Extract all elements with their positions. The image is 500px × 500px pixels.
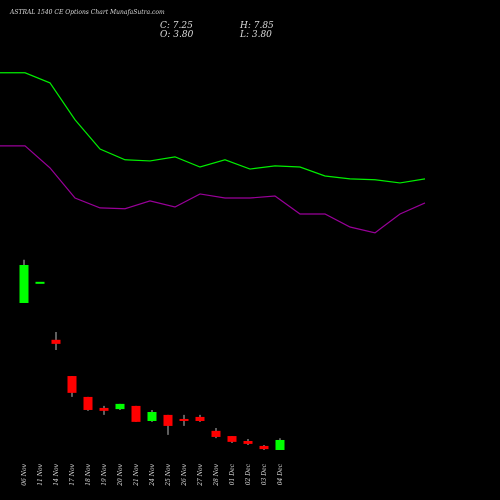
- x-tick-label: 11 Nov: [37, 463, 44, 485]
- x-tick-label: 18 Nov: [85, 463, 92, 485]
- x-tick-label: 28 Nov: [213, 463, 220, 486]
- candle-body: [243, 440, 253, 444]
- x-tick-label: 03 Dec: [261, 463, 268, 485]
- high-label: H: 7.85: [239, 21, 274, 31]
- candle-body: [67, 376, 77, 393]
- x-tick-label: 14 Nov: [53, 463, 60, 485]
- candle-body: [115, 403, 125, 410]
- candle-body: [147, 412, 157, 421]
- open-label: O: 3.80: [160, 30, 194, 40]
- indicator-line: [0, 145, 426, 234]
- x-tick-label: 26 Nov: [181, 463, 188, 486]
- candle-body: [35, 281, 45, 284]
- candle-body: [19, 265, 29, 303]
- x-tick-label: 06 Nov: [21, 463, 28, 485]
- candle-body: [163, 414, 173, 426]
- indicator-line: [0, 72, 426, 184]
- x-tick-label: 04 Dec: [277, 463, 284, 485]
- x-tick-label: 24 Nov: [149, 463, 156, 486]
- low-label: L: 3.80: [239, 30, 272, 40]
- candle-body: [51, 339, 61, 344]
- candle-body: [99, 407, 109, 411]
- chart-title: ASTRAL 1540 CE Options Chart MunafaSutra…: [9, 9, 165, 16]
- candle-body: [211, 430, 221, 437]
- x-tick-label: 21 Nov: [133, 463, 140, 486]
- candle-body: [259, 445, 269, 450]
- candle-body: [275, 439, 285, 450]
- candle-body: [179, 418, 189, 421]
- x-tick-label: 25 Nov: [165, 463, 172, 486]
- candle-body: [227, 436, 237, 442]
- x-tick-label: 20 Nov: [117, 463, 124, 486]
- x-tick-label: 19 Nov: [101, 463, 108, 485]
- candle-body: [83, 396, 93, 410]
- x-tick-label: 01 Dec: [229, 463, 236, 485]
- x-tick-label: 17 Nov: [69, 463, 76, 485]
- close-label: C: 7.25: [160, 21, 193, 31]
- candle-body: [195, 416, 205, 421]
- x-tick-label: 27 Nov: [197, 463, 204, 486]
- candle-body: [131, 405, 141, 422]
- x-tick-label: 02 Dec: [245, 463, 252, 485]
